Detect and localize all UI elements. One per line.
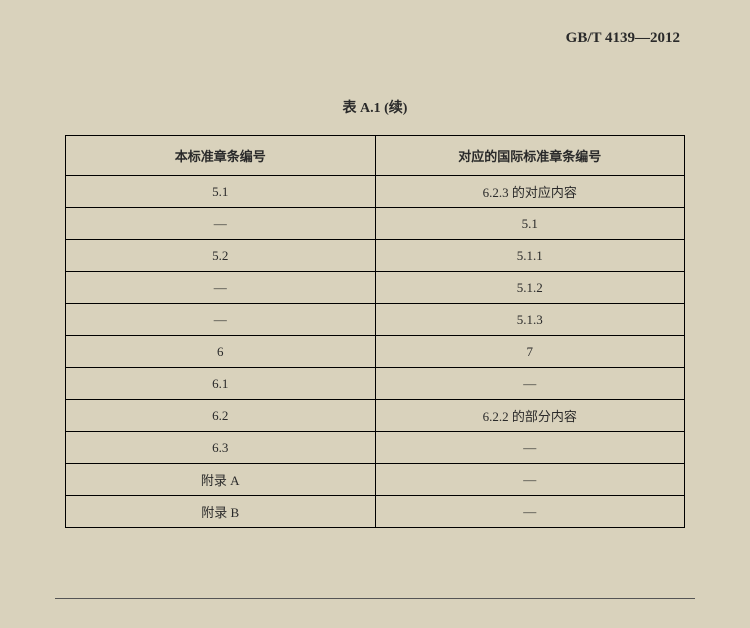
table-title: 表 A.1 (续) [50,97,700,117]
cell-right: 5.1.2 [375,272,685,304]
table-row: — 5.1.2 [66,272,685,304]
cell-left: 6.1 [66,368,376,400]
cell-left: — [66,208,376,240]
header-right: 对应的国际标准章条编号 [375,136,685,176]
cell-left: 5.2 [66,240,376,272]
mapping-table: 本标准章条编号 对应的国际标准章条编号 5.1 6.2.3 的对应内容 — 5.… [65,135,685,528]
table-row: 6.3 — [66,432,685,464]
cell-left: 6.3 [66,432,376,464]
cell-right: — [375,464,685,496]
cell-left: 6.2 [66,400,376,432]
table-row: 6.1 — [66,368,685,400]
bottom-rule [55,598,695,599]
header-left: 本标准章条编号 [66,136,376,176]
cell-left: — [66,272,376,304]
cell-right: — [375,496,685,528]
table-row: 6.2 6.2.2 的部分内容 [66,400,685,432]
table-row: 附录 B — [66,496,685,528]
table-header-row: 本标准章条编号 对应的国际标准章条编号 [66,136,685,176]
cell-right: 5.1.1 [375,240,685,272]
cell-left: — [66,304,376,336]
cell-left: 5.1 [66,176,376,208]
cell-right: 5.1.3 [375,304,685,336]
cell-right: 5.1 [375,208,685,240]
cell-left: 附录 A [66,464,376,496]
cell-right: — [375,432,685,464]
cell-right: 6.2.3 的对应内容 [375,176,685,208]
table-row: — 5.1.3 [66,304,685,336]
table-row: — 5.1 [66,208,685,240]
cell-left: 6 [66,336,376,368]
table-row: 5.1 6.2.3 的对应内容 [66,176,685,208]
table-row: 6 7 [66,336,685,368]
page-container: GB/T 4139—2012 表 A.1 (续) 本标准章条编号 对应的国际标准… [0,0,750,628]
document-id: GB/T 4139—2012 [50,30,680,47]
cell-right: 6.2.2 的部分内容 [375,400,685,432]
table-row: 5.2 5.1.1 [66,240,685,272]
table-row: 附录 A — [66,464,685,496]
cell-left: 附录 B [66,496,376,528]
cell-right: 7 [375,336,685,368]
cell-right: — [375,368,685,400]
